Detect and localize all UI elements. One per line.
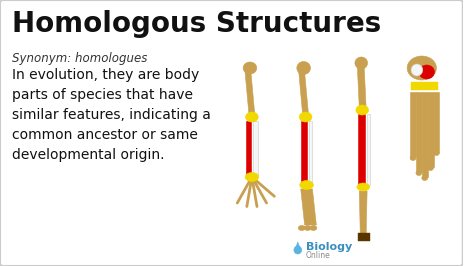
Ellipse shape xyxy=(419,65,435,79)
Ellipse shape xyxy=(357,183,370,191)
Ellipse shape xyxy=(410,156,416,160)
Polygon shape xyxy=(434,92,439,152)
Ellipse shape xyxy=(411,64,423,76)
FancyBboxPatch shape xyxy=(0,0,463,266)
Polygon shape xyxy=(246,121,251,175)
Ellipse shape xyxy=(356,105,369,115)
Polygon shape xyxy=(428,92,434,167)
Polygon shape xyxy=(253,121,258,175)
Text: Synonym: homologues: Synonym: homologues xyxy=(12,52,147,65)
Ellipse shape xyxy=(294,246,301,254)
Polygon shape xyxy=(422,92,428,177)
Polygon shape xyxy=(295,242,301,250)
Text: Online: Online xyxy=(306,251,330,260)
Ellipse shape xyxy=(310,226,317,231)
Polygon shape xyxy=(301,189,316,225)
Ellipse shape xyxy=(434,151,439,156)
Ellipse shape xyxy=(299,112,312,122)
Ellipse shape xyxy=(245,172,259,181)
Ellipse shape xyxy=(246,112,258,122)
Polygon shape xyxy=(367,114,370,185)
Ellipse shape xyxy=(407,56,437,80)
Text: In evolution, they are body
parts of species that have
similar features, indicat: In evolution, they are body parts of spe… xyxy=(12,68,210,162)
Text: Homologous Structures: Homologous Structures xyxy=(12,10,381,38)
Bar xyxy=(358,233,370,241)
Polygon shape xyxy=(358,114,365,185)
Ellipse shape xyxy=(416,171,422,176)
Ellipse shape xyxy=(355,57,368,69)
Polygon shape xyxy=(245,72,255,115)
Ellipse shape xyxy=(428,165,434,171)
Ellipse shape xyxy=(422,176,428,181)
Ellipse shape xyxy=(298,226,305,231)
Ellipse shape xyxy=(304,226,311,231)
Polygon shape xyxy=(410,92,416,157)
Polygon shape xyxy=(357,67,366,108)
Polygon shape xyxy=(416,92,422,172)
Ellipse shape xyxy=(243,62,257,74)
Polygon shape xyxy=(309,121,312,183)
Ellipse shape xyxy=(297,61,310,74)
Text: Biology: Biology xyxy=(306,242,352,252)
Ellipse shape xyxy=(300,181,313,189)
Bar xyxy=(411,82,438,90)
Polygon shape xyxy=(301,121,307,183)
Polygon shape xyxy=(359,191,367,235)
Polygon shape xyxy=(299,72,309,115)
